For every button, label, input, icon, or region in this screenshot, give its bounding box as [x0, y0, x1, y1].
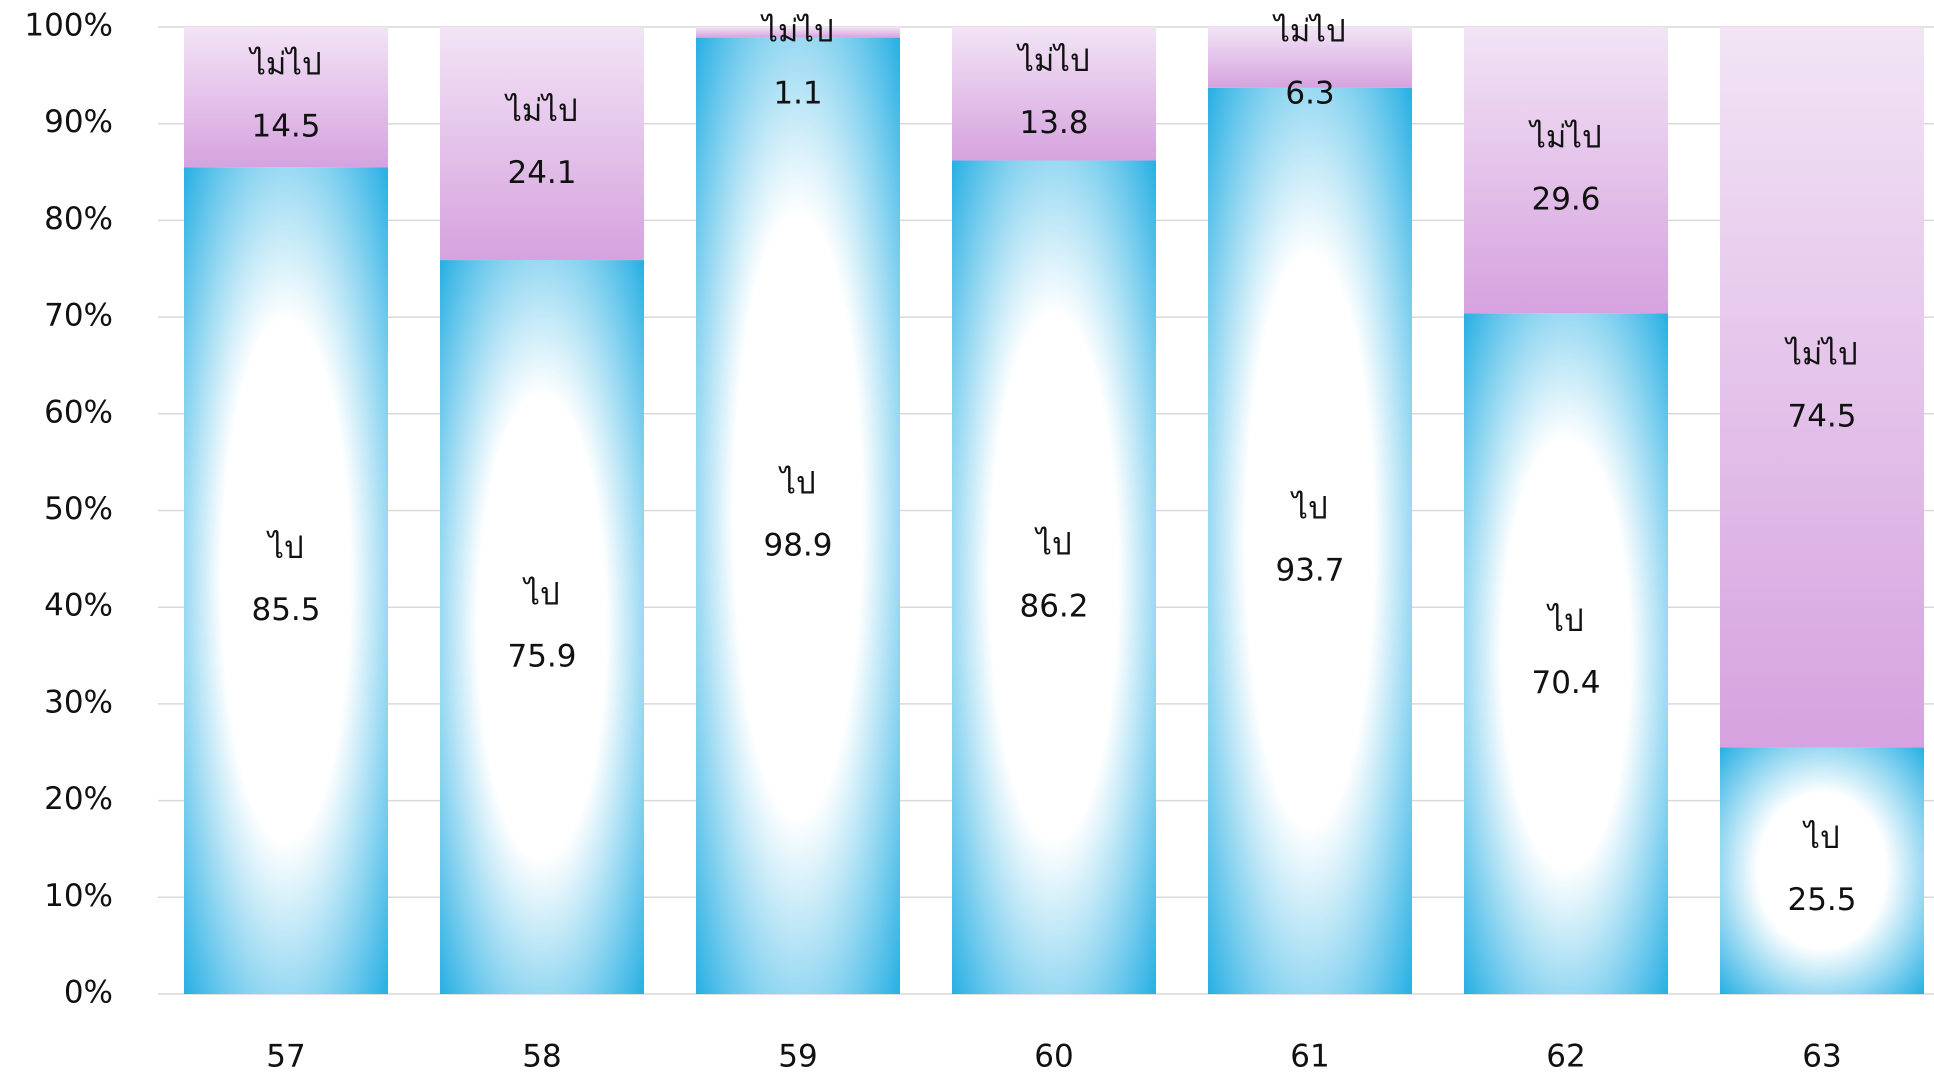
segment-series-label: ไม่ไป [247, 47, 321, 83]
x-tick-label: 59 [778, 1039, 817, 1075]
data-label: 85.5 [251, 592, 320, 628]
data-label: 29.6 [1531, 182, 1600, 218]
bar-segment [1464, 27, 1668, 314]
bar-segment [952, 27, 1156, 161]
x-tick-label: 58 [522, 1039, 561, 1075]
bar-segment [184, 167, 388, 995]
data-label: 93.7 [1275, 552, 1344, 588]
y-tick-label: 90% [44, 104, 113, 140]
data-label: 13.8 [1019, 105, 1088, 141]
segment-series-label: ไป [1801, 820, 1839, 856]
segment-series-label: ไม่ไป [1015, 43, 1089, 79]
data-label: 75.9 [507, 639, 576, 675]
bar-segment [696, 37, 900, 994]
bar-segment [1720, 747, 1924, 994]
segment-series-label: ไป [521, 577, 559, 613]
segment-series-label: ไม่ไป [759, 14, 833, 50]
x-tick-label: 62 [1546, 1039, 1585, 1075]
segment-series-label: ไป [1033, 527, 1071, 563]
x-tick-label: 57 [266, 1039, 305, 1075]
data-label: 70.4 [1531, 665, 1600, 701]
data-label: 98.9 [763, 527, 832, 563]
bar-segment [184, 27, 388, 168]
bar-segment [1208, 27, 1412, 88]
segment-series-label: ไป [1545, 603, 1583, 639]
segment-series-label: ไม่ไป [1271, 14, 1345, 50]
data-label: 14.5 [251, 109, 320, 145]
segment-series-label: ไป [1289, 490, 1327, 526]
bar-segment [440, 260, 644, 994]
y-tick-label: 100% [24, 8, 113, 44]
y-tick-label: 10% [44, 878, 113, 914]
bar-segment [1720, 27, 1924, 748]
y-tick-label: 60% [44, 394, 113, 430]
bar-segment [952, 160, 1156, 995]
bar-segment [1208, 87, 1412, 994]
segment-series-label: ไป [265, 530, 303, 566]
segment-series-label: ไม่ไป [1527, 120, 1601, 156]
bar-segment [1464, 313, 1668, 994]
data-label: 24.1 [507, 155, 576, 191]
x-tick-label: 60 [1034, 1039, 1073, 1075]
data-label: 74.5 [1787, 399, 1856, 435]
data-label: 6.3 [1285, 76, 1334, 112]
y-tick-label: 80% [44, 201, 113, 237]
y-tick-label: 0% [64, 975, 113, 1011]
segment-series-label: ไป [777, 465, 815, 501]
y-tick-label: 20% [44, 781, 113, 817]
segment-series-label: ไม่ไป [1783, 337, 1857, 373]
data-label: 25.5 [1787, 882, 1856, 918]
y-tick-label: 30% [44, 684, 113, 720]
y-tick-label: 50% [44, 491, 113, 527]
x-tick-label: 63 [1802, 1039, 1841, 1075]
y-tick-label: 40% [44, 588, 113, 624]
data-label: 86.2 [1019, 589, 1088, 625]
y-tick-label: 70% [44, 298, 113, 334]
x-tick-label: 61 [1290, 1039, 1329, 1075]
segment-series-label: ไม่ไป [503, 93, 577, 129]
data-label: 1.1 [773, 76, 822, 112]
bar-segment [440, 27, 644, 261]
bar-segment [696, 27, 900, 38]
